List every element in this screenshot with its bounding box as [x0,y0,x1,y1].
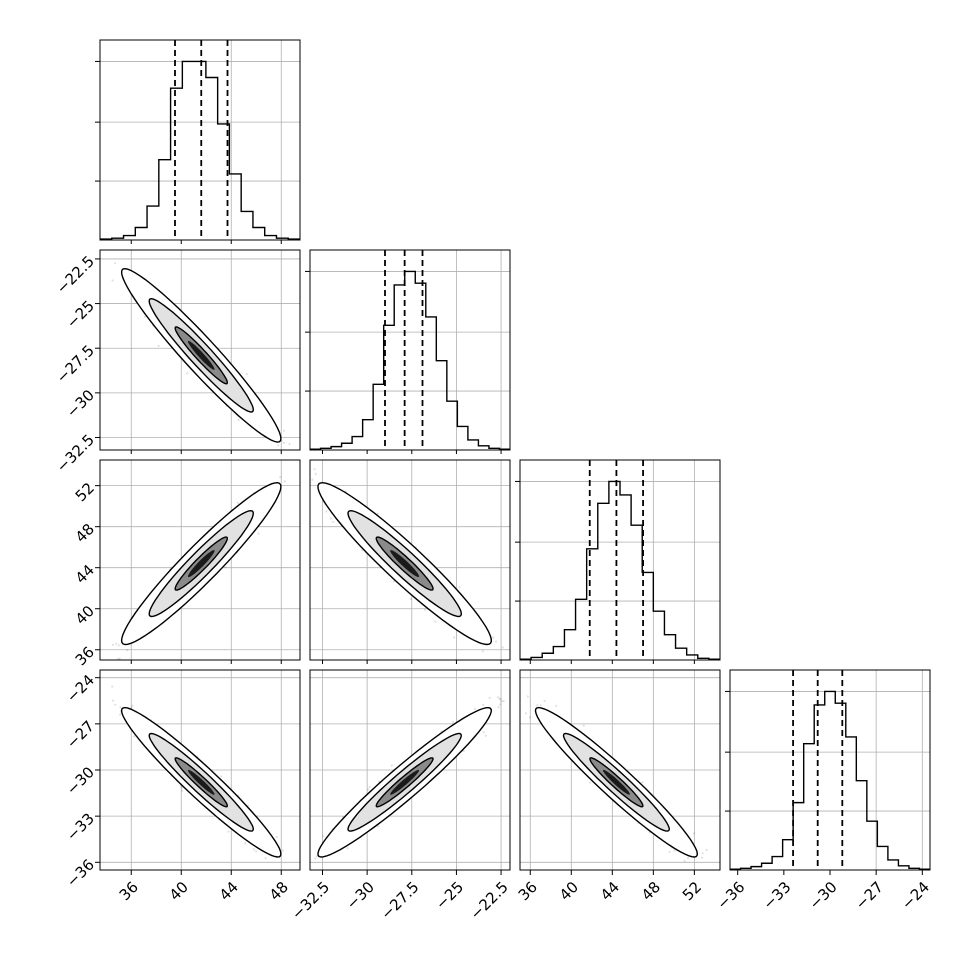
histogram-step-line [100,60,300,240]
scatter-point [295,479,297,481]
panel-frame [309,459,511,661]
scatter-point [453,636,456,639]
scatter-point [236,501,239,504]
panel-frame [519,459,721,661]
scatter-point [314,472,317,475]
scatter-point [237,418,240,421]
y-tick-label: −25 [63,297,98,332]
histogram-step-line [310,270,510,450]
scatter-point [252,848,255,851]
scatter-point [89,234,91,236]
contour-2 [317,481,493,646]
scatter-point [264,857,267,860]
panel-0-0 [95,39,301,244]
scatter-point [224,566,227,569]
scatter-point [313,468,316,471]
scatter-point [118,657,121,660]
scatter-point [495,640,498,643]
y-tick-label: −32.5 [53,431,98,476]
panel-frame [99,39,301,241]
density-fill-core [188,550,215,578]
y-tick-label: 40 [72,602,98,628]
histogram-step-line [520,480,720,660]
scatter-point [434,620,437,623]
scatter-point [114,262,117,265]
scatter-point [311,478,314,481]
y-tick-label: −30 [63,386,98,421]
scatter-point [329,517,332,520]
panel-1-0: −32.5 −30−27.5 −25−22.5 [53,234,301,476]
y-tick-label: 36 [72,643,98,669]
contour-0 [174,326,229,385]
scatter-point [111,643,114,646]
scatter-point [303,482,305,484]
scatter-point [111,279,114,282]
scatter-point [119,706,122,709]
scatter-point [288,442,291,446]
scatter-point [392,580,395,583]
scatter-point [325,510,328,513]
scatter-point [245,373,248,376]
scatter-point [423,608,426,612]
panel-frame [309,249,511,451]
panel-frame [99,249,301,451]
scatter-point [501,646,504,649]
y-tick-label: 48 [72,520,98,546]
scatter-point [119,713,122,716]
scatter-point [117,644,120,647]
scatter-point [131,704,134,707]
scatter-point [144,315,147,318]
scatter-point [282,441,285,444]
scatter-point [332,520,335,523]
panel-1-1 [305,249,511,454]
panel-2-1 [295,459,511,664]
scatter-point [220,775,223,778]
scatter-point [133,735,136,738]
scatter-point [255,850,258,853]
contour-0 [375,536,434,591]
contour-0 [174,536,229,591]
scatter-point [115,642,118,645]
scatter-point [376,512,379,515]
contour-2 [120,481,282,646]
density-fill-core [390,550,420,578]
scatter-point [114,703,117,706]
scatter-point [277,444,280,447]
scatter-point [283,480,286,483]
panel-frame [99,459,301,661]
y-tick-label: 52 [72,479,98,505]
contour-1 [148,297,255,413]
y-tick-label: −27.5 [53,341,98,386]
y-tick-label: 44 [72,561,98,587]
scatter-point [186,372,189,375]
scatter-point [257,532,260,535]
scatter-point [244,842,247,845]
y-tick-label: −22.5 [53,252,98,297]
scatter-point [458,586,461,589]
density-fill-core [188,340,215,370]
panel-2-2 [515,459,721,664]
contour-2 [120,267,282,443]
panel-2-0: 36 40 44 48 52 [72,459,301,669]
scatter-point [283,429,286,432]
scatter-point [126,649,129,652]
scatter-point [481,650,484,653]
contour-1 [148,509,255,618]
scatter-point [409,597,412,601]
scatter-point [157,344,160,348]
scatter-point [279,476,282,479]
scatter-point [492,636,495,639]
contour-1 [347,509,463,618]
